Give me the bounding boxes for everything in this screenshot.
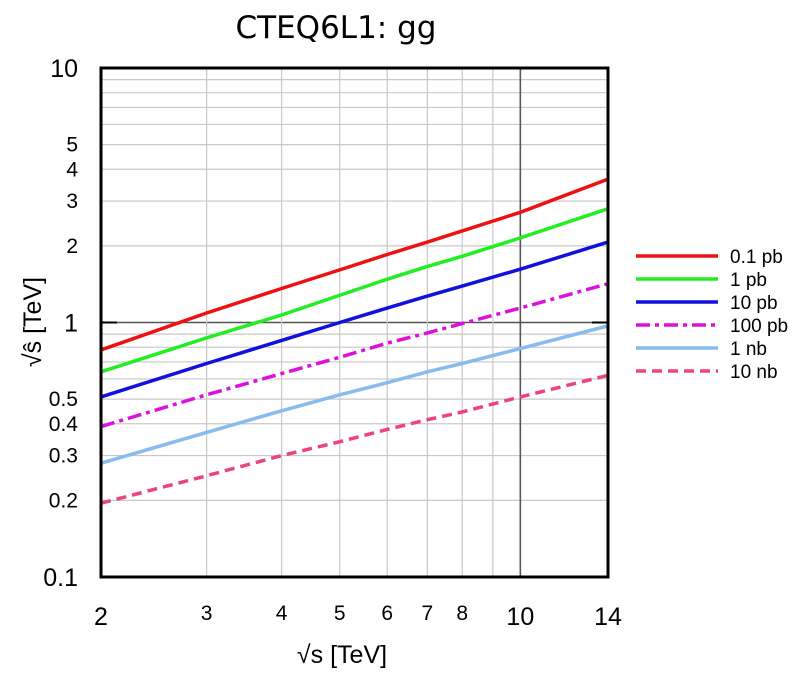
y-tick-label-4: 4	[66, 158, 78, 181]
x-tick-label-14: 14	[594, 603, 622, 631]
series-line-1-pb	[100, 207, 609, 374]
x-tick-label-8: 8	[456, 602, 468, 625]
series-layer	[100, 177, 609, 505]
y-tick-label-0-3: 0.3	[49, 445, 78, 468]
x-tick-labels: 2 3 4 5 6 7 8 10 14	[94, 602, 622, 631]
x-tick-label-5: 5	[334, 602, 346, 625]
ticks	[101, 67, 608, 578]
x-tick-label-2: 2	[94, 603, 108, 631]
y-tick-label-10: 10	[50, 55, 78, 83]
y-tick-label-0-4: 0.4	[49, 413, 79, 436]
series-line-1-nb	[100, 324, 609, 465]
x-tick-label-4: 4	[276, 602, 288, 625]
y-tick-label-0-1: 0.1	[43, 564, 78, 592]
x-tick-label-7: 7	[422, 602, 434, 625]
series-line-10-pb	[100, 240, 609, 399]
series-line-0-1-pb	[100, 177, 609, 352]
y-tick-label-1: 1	[64, 310, 78, 338]
y-axis-label: √ŝ [TeV]	[19, 277, 47, 367]
y-tick-label-2: 2	[66, 235, 78, 258]
series-line-100-pb	[100, 282, 609, 429]
x-tick-label-3: 3	[201, 602, 213, 625]
x-axis-label: √s [TeV]	[297, 641, 387, 669]
series-line-10-nb	[100, 373, 609, 505]
legend-label-1-pb: 1 pb	[730, 270, 767, 291]
y-tick-label-0-2: 0.2	[49, 489, 78, 512]
chart-title: CTEQ6L1: gg	[236, 10, 437, 46]
legend-label-10-nb: 10 nb	[730, 362, 778, 383]
legend-label-10-pb: 10 pb	[730, 293, 778, 314]
legend-label-0-1-pb: 0.1 pb	[730, 247, 783, 268]
x-tick-label-6: 6	[381, 602, 393, 625]
legend-label-100-pb: 100 pb	[730, 316, 788, 337]
y-tick-labels: 0.1 0.2 0.3 0.40.5 1 2 3 45 10	[43, 55, 78, 592]
y-tick-label-0-5: 0.5	[49, 388, 78, 411]
grid	[101, 68, 608, 577]
y-tick-label-3: 3	[66, 190, 78, 213]
legend-label-1-nb: 1 nb	[730, 339, 767, 360]
x-tick-label-10: 10	[506, 603, 534, 631]
y-tick-label-5: 5	[66, 134, 78, 157]
